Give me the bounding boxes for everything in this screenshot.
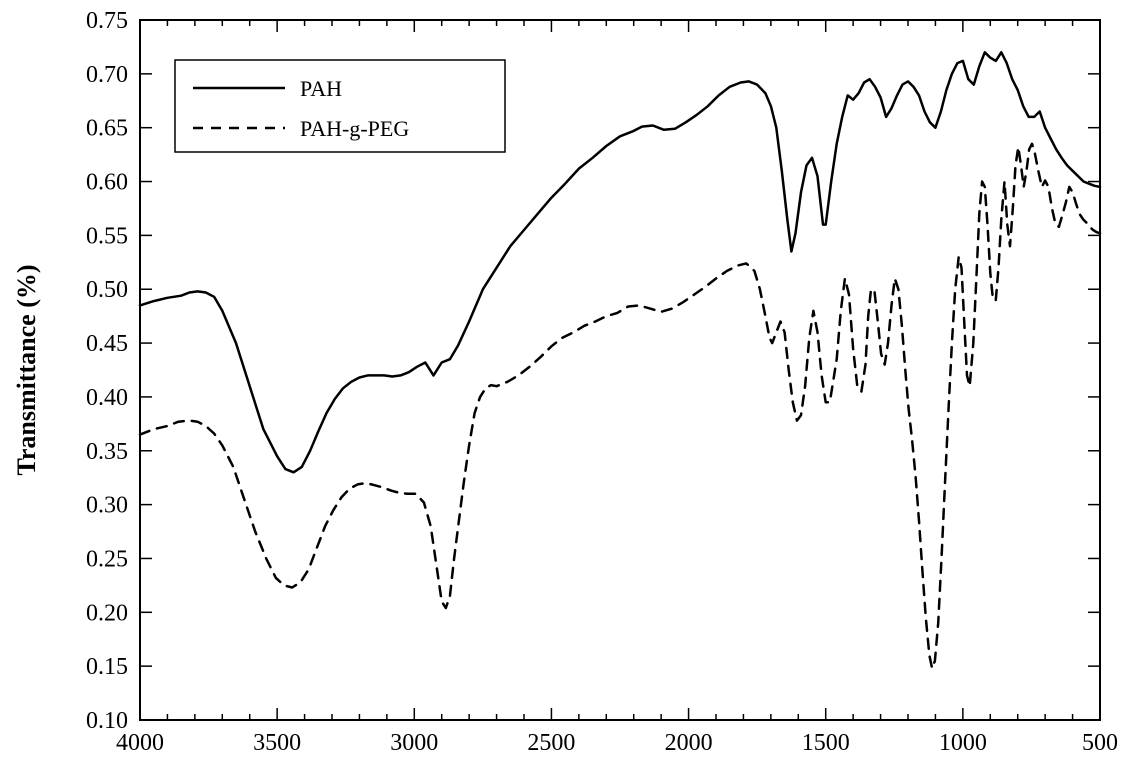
y-tick-label: 0.25: [86, 546, 128, 572]
y-tick-label: 0.55: [86, 223, 128, 249]
y-tick-label: 0.65: [86, 116, 128, 142]
x-tick-label: 1500: [802, 730, 850, 756]
y-tick-label: 0.30: [86, 493, 128, 519]
y-tick-label: 0.70: [86, 62, 128, 88]
y-tick-label: 0.20: [86, 600, 128, 626]
y-tick-label: 0.40: [86, 385, 128, 411]
x-tick-label: 3000: [390, 730, 438, 756]
y-tick-label: 0.45: [86, 331, 128, 357]
y-tick-label: 0.15: [86, 654, 128, 680]
legend-label: PAH-g-PEG: [300, 116, 409, 141]
y-tick-label: 0.50: [86, 277, 128, 303]
x-tick-label: 2500: [527, 730, 575, 756]
x-tick-label: 500: [1082, 730, 1118, 756]
x-tick-label: 1000: [939, 730, 987, 756]
legend-label: PAH: [300, 76, 342, 101]
x-tick-label: 2000: [665, 730, 713, 756]
x-tick-label: 3500: [253, 730, 301, 756]
y-axis-label: Transmittance (%): [12, 264, 41, 475]
y-tick-label: 0.10: [86, 708, 128, 734]
y-tick-label: 0.35: [86, 439, 128, 465]
y-tick-label: 0.60: [86, 170, 128, 196]
ftir-chart: 40003500300025002000150010005000.100.150…: [0, 0, 1125, 760]
series-PAH: [140, 52, 1100, 472]
plot-area: [140, 20, 1100, 720]
y-tick-label: 0.75: [86, 8, 128, 34]
series-PAH-g-PEG: [140, 144, 1100, 669]
